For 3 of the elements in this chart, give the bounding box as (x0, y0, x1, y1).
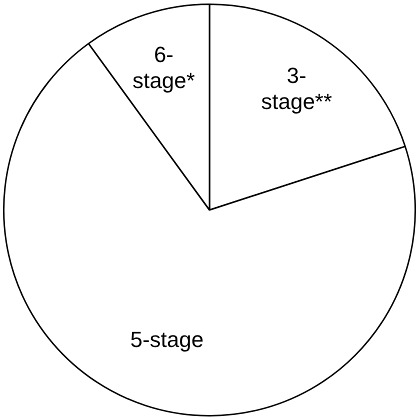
slice-label: 6-stage* (132, 42, 196, 94)
slice-label: 3-stage** (261, 63, 332, 114)
slice-label: 5-stage (130, 327, 204, 352)
